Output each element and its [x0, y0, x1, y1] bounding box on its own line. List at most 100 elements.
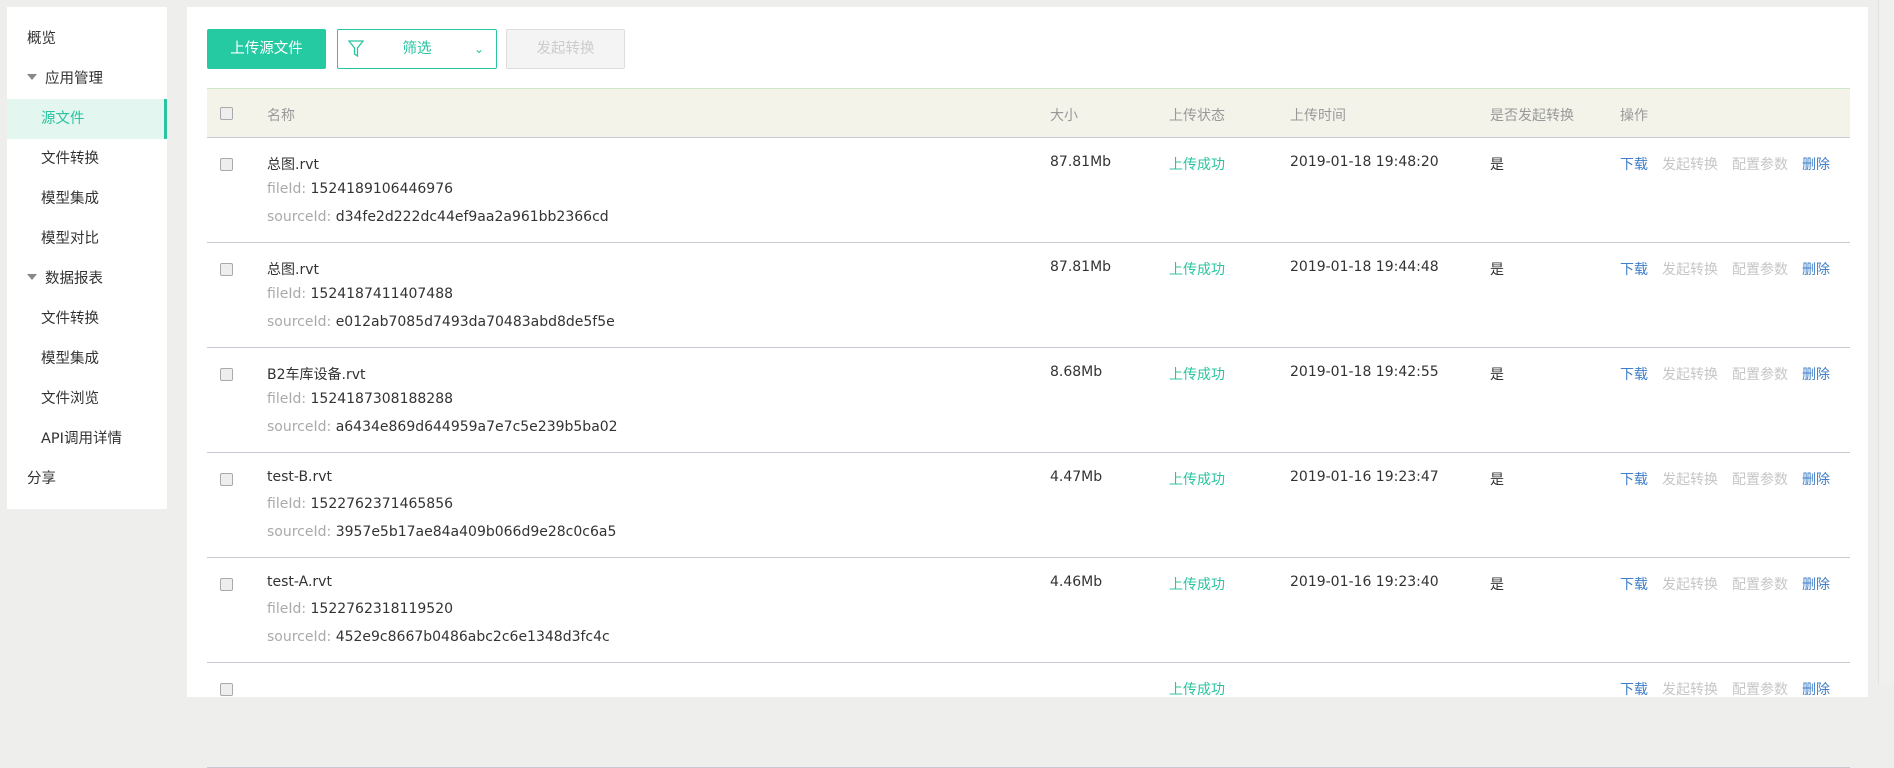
file-size: 8.68Mb [1050, 364, 1103, 380]
upload-status: 上传成功 [1169, 262, 1225, 278]
row-checkbox[interactable] [220, 683, 233, 696]
action-start-convert[interactable]: 发起转换 [1662, 157, 1718, 173]
file-id-value: 1524187411407488 [310, 286, 454, 302]
sidebar-item-label: 文件转换 [41, 311, 99, 327]
action-start-convert[interactable]: 发起转换 [1662, 682, 1718, 698]
action-config-params[interactable]: 配置参数 [1732, 157, 1788, 173]
action-config-params[interactable]: 配置参数 [1732, 577, 1788, 593]
file-id-label: fileId: [267, 181, 307, 197]
file-id-label: fileId: [267, 391, 307, 407]
file-name: B2车库设备.rvt [267, 367, 366, 383]
sidebar-item[interactable]: 数据报表 [7, 259, 167, 299]
source-id-label: sourceId: [267, 419, 332, 435]
action-start-convert[interactable]: 发起转换 [1662, 577, 1718, 593]
row-actions: 下载 发起转换 配置参数 删除 [1620, 574, 1844, 594]
scrollbar[interactable] [1878, 0, 1894, 684]
file-id: fileId: 1524187411407488 [267, 286, 453, 302]
file-id-value: 1522762371465856 [310, 496, 454, 512]
row-actions: 下载 发起转换 配置参数 删除 [1620, 364, 1844, 384]
row-checkbox[interactable] [220, 473, 233, 486]
sidebar-item[interactable]: 文件转换 [7, 139, 167, 179]
row-checkbox[interactable] [220, 368, 233, 381]
filter-icon [348, 40, 364, 58]
file-id: fileId: 1524189106446976 [267, 181, 453, 197]
sidebar-item[interactable]: 模型对比 [7, 219, 167, 259]
select-all-checkbox[interactable] [220, 107, 233, 120]
upload-status: 上传成功 [1169, 157, 1225, 173]
convert-started: 是 [1490, 577, 1504, 593]
action-delete[interactable]: 删除 [1802, 577, 1830, 593]
main-panel: 上传源文件 筛选 ⌄ 发起转换 名称 大小 上传状态 上传时间 是否发起转换 操… [187, 7, 1868, 768]
sidebar-item-label: 分享 [27, 471, 56, 487]
sidebar-item[interactable]: 应用管理 [7, 59, 167, 99]
caret-down-icon [27, 274, 37, 280]
action-config-params[interactable]: 配置参数 [1732, 472, 1788, 488]
sidebar-item-label: 模型集成 [41, 351, 99, 367]
file-size: 4.47Mb [1050, 469, 1103, 485]
action-start-convert[interactable]: 发起转换 [1662, 262, 1718, 278]
source-id-label: sourceId: [267, 629, 332, 645]
action-delete[interactable]: 删除 [1802, 262, 1830, 278]
header-name: 名称 [267, 108, 295, 124]
sidebar-item-label: 源文件 [41, 111, 85, 127]
action-config-params[interactable]: 配置参数 [1732, 262, 1788, 278]
sidebar-item-label: 文件转换 [41, 151, 99, 167]
action-start-convert[interactable]: 发起转换 [1662, 367, 1718, 383]
row-checkbox[interactable] [220, 578, 233, 591]
upload-source-file-button[interactable]: 上传源文件 [207, 29, 326, 69]
caret-down-icon [27, 74, 37, 80]
action-download[interactable]: 下载 [1620, 682, 1648, 698]
table-row: test-B.rvt fileId: 1522762371465856 sour… [207, 453, 1850, 558]
sidebar-item[interactable]: API调用详情 [7, 419, 167, 459]
action-delete[interactable]: 删除 [1802, 472, 1830, 488]
upload-time: 2019-01-18 19:44:48 [1290, 259, 1439, 275]
file-table: 名称 大小 上传状态 上传时间 是否发起转换 操作 总图.rvt fileId:… [207, 88, 1850, 768]
sidebar-item[interactable]: 文件转换 [7, 299, 167, 339]
header-actions: 操作 [1620, 108, 1648, 124]
row-actions: 下载 发起转换 配置参数 删除 [1620, 469, 1844, 489]
sidebar-item-label: API调用详情 [41, 431, 122, 447]
source-id-label: sourceId: [267, 209, 332, 225]
row-checkbox[interactable] [220, 263, 233, 276]
sidebar-item-label: 概览 [27, 31, 56, 47]
action-delete[interactable]: 删除 [1802, 682, 1830, 698]
source-id-value: e012ab7085d7493da70483abd8de5f5e [335, 314, 615, 330]
action-config-params[interactable]: 配置参数 [1732, 367, 1788, 383]
upload-status: 上传成功 [1169, 577, 1225, 593]
action-download[interactable]: 下载 [1620, 157, 1648, 173]
sidebar-item[interactable]: 模型集成 [7, 339, 167, 379]
table-row: B2车库设备.rvt fileId: 1524187308188288 sour… [207, 348, 1850, 453]
sidebar-item[interactable]: 文件浏览 [7, 379, 167, 419]
action-delete[interactable]: 删除 [1802, 367, 1830, 383]
sidebar-item[interactable]: 概览 [7, 19, 167, 59]
row-checkbox[interactable] [220, 158, 233, 171]
table-row: 上传成功 下载 发起转换 配置参数 删除 [207, 663, 1850, 768]
sidebar-item[interactable]: 源文件 [7, 99, 167, 139]
sidebar-item-label: 数据报表 [45, 271, 103, 287]
table-header: 名称 大小 上传状态 上传时间 是否发起转换 操作 [207, 88, 1850, 138]
source-id-value: a6434e869d644959a7e7c5e239b5ba02 [335, 419, 618, 435]
filter-dropdown[interactable]: 筛选 ⌄ [337, 29, 497, 69]
source-id: sourceId: 3957e5b17ae84a409b066d9e28c0c6… [267, 524, 616, 540]
source-id: sourceId: e012ab7085d7493da70483abd8de5f… [267, 314, 615, 330]
chevron-down-icon: ⌄ [473, 42, 484, 56]
upload-status: 上传成功 [1169, 367, 1225, 383]
action-download[interactable]: 下载 [1620, 262, 1648, 278]
convert-started: 是 [1490, 262, 1504, 278]
convert-started: 是 [1490, 367, 1504, 383]
row-actions: 下载 发起转换 配置参数 删除 [1620, 154, 1844, 174]
action-start-convert[interactable]: 发起转换 [1662, 472, 1718, 488]
upload-status: 上传成功 [1169, 472, 1225, 488]
start-convert-button[interactable]: 发起转换 [506, 29, 625, 69]
sidebar-item[interactable]: 模型集成 [7, 179, 167, 219]
action-config-params[interactable]: 配置参数 [1732, 682, 1788, 698]
header-size: 大小 [1050, 108, 1078, 124]
action-delete[interactable]: 删除 [1802, 157, 1830, 173]
file-id: fileId: 1524187308188288 [267, 391, 453, 407]
sidebar-item[interactable]: 分享 [7, 459, 167, 499]
action-download[interactable]: 下载 [1620, 472, 1648, 488]
file-id-value: 1524187308188288 [310, 391, 454, 407]
action-download[interactable]: 下载 [1620, 367, 1648, 383]
action-download[interactable]: 下载 [1620, 577, 1648, 593]
source-id-value: 3957e5b17ae84a409b066d9e28c0c6a5 [335, 524, 617, 540]
